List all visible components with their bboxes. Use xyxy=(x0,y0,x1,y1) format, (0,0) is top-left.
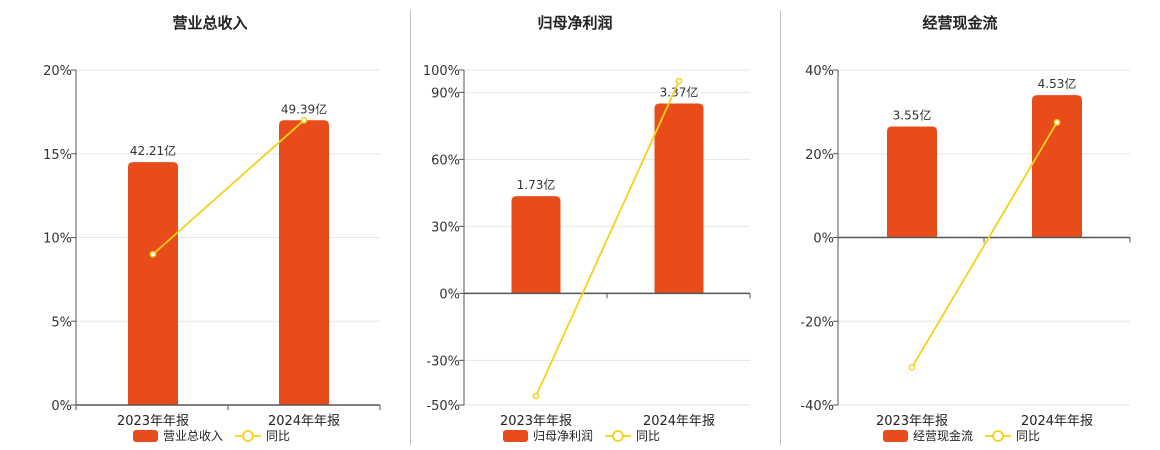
chart-title: 经营现金流 xyxy=(922,14,997,32)
panel-separator-1 xyxy=(410,10,411,445)
y-tick-label: 5% xyxy=(51,315,72,330)
yoy-point xyxy=(532,392,540,400)
bar-value-label: 3.37亿 xyxy=(660,85,699,100)
bar xyxy=(511,196,561,294)
y-tick-label: 20% xyxy=(43,64,72,79)
legend-line-label: 同比 xyxy=(1016,429,1040,443)
y-tick-label: -50% xyxy=(426,399,460,414)
bar-value-label: 4.53亿 xyxy=(1038,76,1077,91)
y-tick-label: 10% xyxy=(43,232,72,247)
legend-line-marker xyxy=(992,430,1004,442)
legend-bar-label: 归母净利润 xyxy=(533,429,593,443)
x-category-label: 2023年年报 xyxy=(876,414,948,429)
y-tick-label: 30% xyxy=(431,220,460,235)
y-tick-label: 60% xyxy=(431,153,460,168)
y-tick-label: 40% xyxy=(805,64,834,79)
y-tick-label: 100% xyxy=(423,64,460,79)
y-tick-label: 20% xyxy=(805,148,834,163)
y-tick-label: 0% xyxy=(51,399,72,414)
yoy-point xyxy=(675,77,683,85)
y-tick-label: 15% xyxy=(43,148,72,163)
legend-line-label: 同比 xyxy=(636,429,660,443)
x-category-label: 2023年年报 xyxy=(500,414,572,429)
yoy-line xyxy=(535,80,680,397)
x-category-label: 2024年年报 xyxy=(268,414,340,429)
bar-value-label: 3.55亿 xyxy=(893,108,932,123)
chart-title: 归母净利润 xyxy=(537,14,612,32)
yoy-line xyxy=(911,121,1058,368)
x-category-label: 2024年年报 xyxy=(1021,414,1093,429)
chart-title: 营业总收入 xyxy=(172,14,247,32)
bar xyxy=(887,126,937,238)
bar xyxy=(128,162,178,405)
yoy-point xyxy=(149,250,157,258)
yoy-point xyxy=(908,363,916,371)
yoy-point xyxy=(1053,118,1061,126)
legend-bar-swatch xyxy=(133,430,158,442)
yoy-point xyxy=(300,116,308,124)
y-tick-label: -20% xyxy=(800,315,834,330)
y-tick-label: 90% xyxy=(431,86,460,101)
legend-line-label: 同比 xyxy=(266,429,290,443)
y-tick-label: 0% xyxy=(813,232,834,247)
bar-value-label: 42.21亿 xyxy=(130,143,176,158)
y-tick-label: 0% xyxy=(439,287,460,302)
legend-bar-swatch xyxy=(503,430,528,442)
x-category-label: 2023年年报 xyxy=(117,414,189,429)
y-tick-label: -40% xyxy=(800,399,834,414)
legend-bar-label: 营业总收入 xyxy=(163,429,223,443)
y-tick-label: -30% xyxy=(426,354,460,369)
bar xyxy=(1032,95,1082,238)
bar xyxy=(279,120,329,405)
legend-bar-label: 经营现金流 xyxy=(913,428,973,443)
bar xyxy=(654,103,704,294)
bar-value-label: 49.39亿 xyxy=(281,101,327,116)
x-category-label: 2024年年报 xyxy=(643,414,715,429)
legend-bar-swatch xyxy=(883,430,908,442)
legend-line-marker xyxy=(612,430,624,442)
bar-value-label: 1.73亿 xyxy=(517,177,556,192)
yoy-line xyxy=(152,119,305,255)
panel-separator-2 xyxy=(780,10,781,445)
legend-line-marker xyxy=(242,430,254,442)
